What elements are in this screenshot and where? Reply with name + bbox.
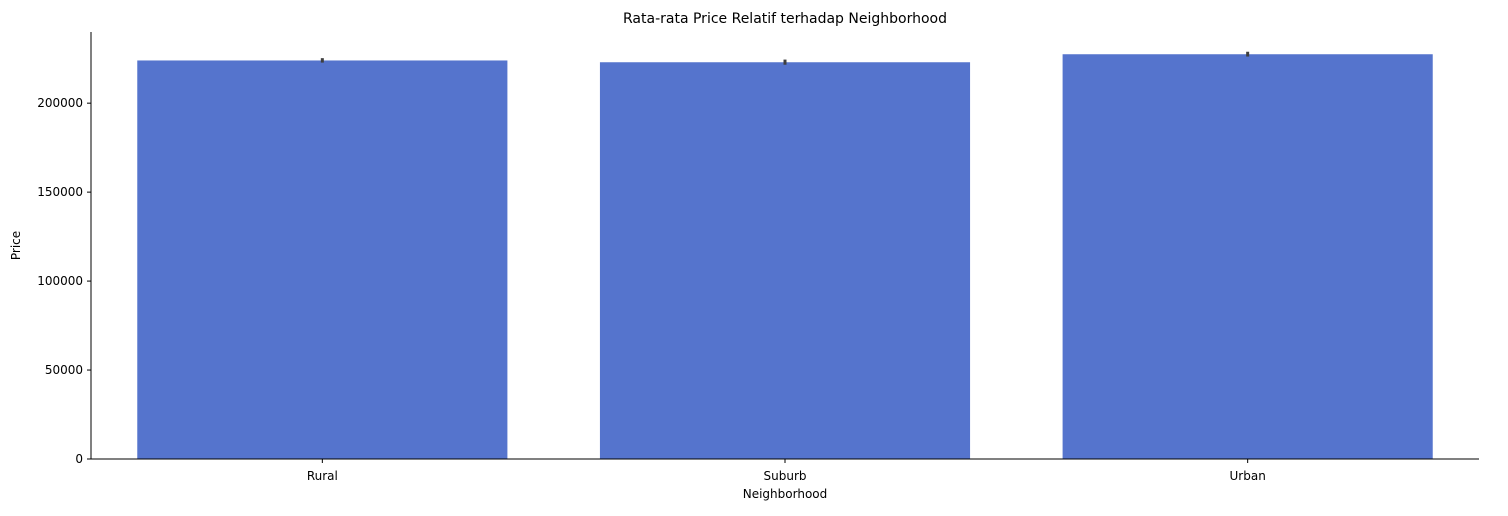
x-tick-label: Rural [307,469,338,483]
y-tick-label: 100000 [37,274,83,288]
x-tick-label: Suburb [764,469,807,483]
x-axis-label: Neighborhood [743,487,828,501]
bar-suburb [599,62,971,459]
x-tick-label: Urban [1230,469,1266,483]
bar-rural [137,60,508,459]
y-axis-label: Price [9,231,23,260]
y-tick-label: 200000 [37,96,83,110]
y-tick-label: 0 [75,452,83,466]
y-tick-label: 150000 [37,185,83,199]
bars-layer [137,54,1433,459]
error-bars-layer [320,51,1250,65]
chart-title: Rata-rata Price Relatif terhadap Neighbo… [623,11,947,27]
y-tick-label: 50000 [45,363,83,377]
ticks-layer: Rural Suburb Urban 0 50000 100000 150000 200000 [37,96,1266,483]
bar-urban [1062,54,1433,459]
